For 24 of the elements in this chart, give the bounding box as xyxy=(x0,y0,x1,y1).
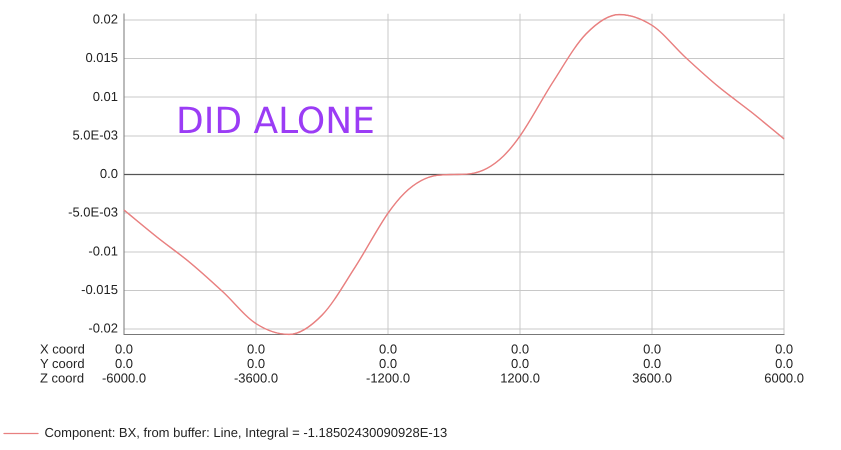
y-tick-label: 0.0 xyxy=(100,166,118,182)
text: 0.0 0.0 xyxy=(511,342,530,372)
y-tick-label: -0.015 xyxy=(81,282,118,297)
y-tick-label: -5.0E-03 xyxy=(68,204,118,220)
y-tick-label: 0.02 xyxy=(92,12,118,27)
x-tick-label: 3600.0 xyxy=(632,370,672,386)
text: 0.0 0.0 xyxy=(643,342,662,372)
x-tick-label: -6000.0 xyxy=(102,370,146,386)
text: X coord Y coord Z coord xyxy=(40,342,85,386)
y-tick-label: 5.0E-03 xyxy=(72,127,118,142)
text: 0.0 0.0 xyxy=(775,342,794,372)
x-tick-label: 6000.0 xyxy=(764,370,804,386)
x-tick-label: -1200.0 xyxy=(366,370,410,386)
y-tick-label: -0.01 xyxy=(88,243,118,258)
x-tick-label: -3600.0 xyxy=(234,370,278,386)
y-tick-label: -0.02 xyxy=(88,320,118,336)
y-tick-label: 0.015 xyxy=(85,50,118,66)
legend-label: Component: BX, from buffer: Line, Integral = -1.18502430090928E-13 xyxy=(44,425,448,440)
x-tick-label: 1200.0 xyxy=(500,370,540,386)
text: 0.0 0.0 xyxy=(379,342,398,372)
y-tick-label: 0.01 xyxy=(92,88,118,104)
annotation: DID ALONE xyxy=(176,101,375,142)
text: 0.0 0.0 xyxy=(114,342,134,372)
text: 0.0 0.0 xyxy=(246,342,266,372)
